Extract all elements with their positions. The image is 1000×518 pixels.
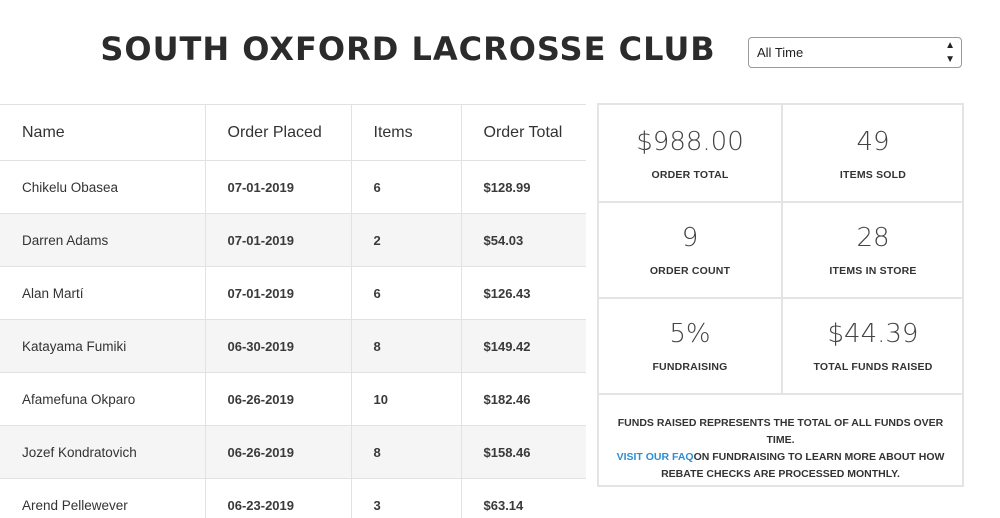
cell-items: 10 — [351, 372, 462, 426]
cell-name: Alan Martí — [0, 266, 206, 320]
cell-date: 06-26-2019 — [205, 372, 352, 426]
stats-panel: $988.00 ORDER TOTAL 49 ITEMS SOLD 9 ORDE… — [597, 103, 964, 487]
stat-label: FUNDRAISING — [652, 361, 728, 373]
stat-items-in-store: 28 ITEMS IN STORE — [782, 201, 964, 297]
time-range-select[interactable]: All Time ▲ ▼ — [748, 37, 962, 68]
cell-date: 06-26-2019 — [205, 425, 352, 479]
stat-label: ITEMS IN STORE — [829, 265, 917, 277]
cell-date: 07-01-2019 — [205, 213, 352, 267]
stat-label: ORDER COUNT — [649, 265, 731, 277]
cell-total: $128.99 — [461, 160, 586, 214]
cell-items: 8 — [351, 319, 462, 373]
stat-value: 28 — [856, 223, 890, 253]
stat-total-funds-raised: $44.39 TOTAL FUNDS RAISED — [782, 297, 964, 393]
cell-total: $54.03 — [461, 213, 586, 267]
stat-order-count: 9 ORDER COUNT — [599, 201, 781, 297]
cell-total: $126.43 — [461, 266, 586, 320]
stat-value: 49 — [856, 127, 890, 157]
column-header-items[interactable]: Items — [351, 104, 462, 161]
cell-total: $182.46 — [461, 372, 586, 426]
table-row[interactable]: Jozef Kondratovich 06-26-2019 8 $158.46 — [0, 425, 586, 479]
table-row[interactable]: Alan Martí 07-01-2019 6 $126.43 — [0, 266, 586, 320]
cell-name: Chikelu Obasea — [0, 160, 206, 214]
cell-name: Darren Adams — [0, 213, 206, 267]
cell-date: 06-23-2019 — [205, 478, 352, 518]
orders-table: Name Order Placed Items Order Total Chik… — [0, 104, 586, 518]
stat-value: 9 — [681, 223, 699, 253]
divider — [599, 393, 962, 395]
stat-items-sold: 49 ITEMS SOLD — [782, 105, 964, 201]
cell-name: Arend Pellewever — [0, 478, 206, 518]
funds-note-line2: ON FUNDRAISING TO LEARN MORE ABOUT HOW R… — [661, 451, 945, 480]
stat-label: TOTAL FUNDS RAISED — [813, 361, 933, 373]
cell-date: 06-30-2019 — [205, 319, 352, 373]
stat-label: ORDER TOTAL — [651, 169, 729, 181]
orders-table-container: Name Order Placed Items Order Total Chik… — [0, 104, 586, 518]
table-row[interactable]: Katayama Fumiki 06-30-2019 8 $149.42 — [0, 319, 586, 373]
cell-name: Jozef Kondratovich — [0, 425, 206, 479]
stat-order-total: $988.00 ORDER TOTAL — [599, 105, 781, 201]
page-title: SOUTH OXFORD LACROSSE CLUB — [100, 30, 716, 68]
cell-date: 07-01-2019 — [205, 160, 352, 214]
stat-value: $988.00 — [636, 127, 744, 157]
table-header-row: Name Order Placed Items Order Total — [0, 104, 586, 161]
column-header-order-total[interactable]: Order Total — [461, 104, 586, 161]
cell-total: $63.14 — [461, 478, 586, 518]
cell-name: Afamefuna Okparo — [0, 372, 206, 426]
divider — [781, 105, 783, 393]
table-row[interactable]: Arend Pellewever 06-23-2019 3 $63.14 — [0, 478, 586, 518]
cell-total: $149.42 — [461, 319, 586, 373]
cell-name: Katayama Fumiki — [0, 319, 206, 373]
column-header-name[interactable]: Name — [0, 104, 206, 161]
column-header-order-placed[interactable]: Order Placed — [205, 104, 352, 161]
cell-items: 3 — [351, 478, 462, 518]
table-row[interactable]: Darren Adams 07-01-2019 2 $54.03 — [0, 213, 586, 267]
stat-value: 5% — [669, 319, 711, 349]
funds-note: FUNDS RAISED REPRESENTS THE TOTAL OF ALL… — [609, 415, 952, 483]
cell-total: $158.46 — [461, 425, 586, 479]
cell-items: 8 — [351, 425, 462, 479]
faq-link[interactable]: VISIT OUR FAQ — [616, 451, 694, 463]
time-range-value: All Time — [757, 45, 804, 60]
stat-fundraising: 5% FUNDRAISING — [599, 297, 781, 393]
cell-date: 07-01-2019 — [205, 266, 352, 320]
stat-value: $44.39 — [827, 319, 919, 349]
cell-items: 2 — [351, 213, 462, 267]
select-arrows-icon: ▲ ▼ — [945, 40, 955, 65]
divider — [599, 201, 962, 203]
stat-label: ITEMS SOLD — [839, 169, 907, 181]
funds-note-line1: FUNDS RAISED REPRESENTS THE TOTAL OF ALL… — [617, 417, 944, 446]
cell-items: 6 — [351, 266, 462, 320]
table-row[interactable]: Afamefuna Okparo 06-26-2019 10 $182.46 — [0, 372, 586, 426]
table-row[interactable]: Chikelu Obasea 07-01-2019 6 $128.99 — [0, 160, 586, 214]
cell-items: 6 — [351, 160, 462, 214]
divider — [599, 297, 962, 299]
